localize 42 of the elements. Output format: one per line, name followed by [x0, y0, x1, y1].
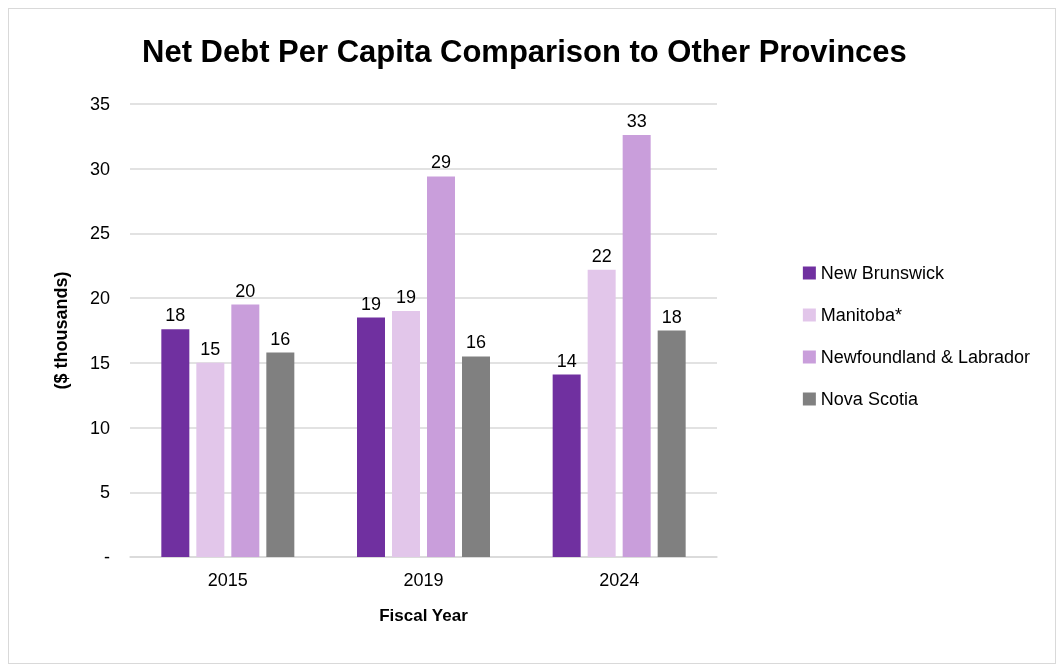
data-label: 20: [235, 280, 256, 301]
legend-label: Nova Scotia: [820, 389, 919, 409]
bar: [196, 362, 225, 557]
data-label: 19: [395, 287, 417, 308]
data-label: 22: [591, 245, 612, 266]
data-label: 29: [430, 152, 452, 173]
bar: [622, 135, 651, 557]
data-label: 33: [626, 111, 647, 132]
y-tick-label: -: [104, 547, 110, 567]
x-axis-title: Fiscal Year: [379, 606, 469, 625]
data-label: 19: [360, 293, 382, 314]
y-tick-label: 5: [99, 482, 110, 503]
bar: [392, 311, 420, 557]
data-label: 18: [661, 306, 682, 327]
bar: [161, 329, 190, 557]
y-tick-label: 10: [89, 417, 110, 438]
legend-label: Newfoundland & Labrador: [820, 347, 1031, 367]
legend-label: Manitoba*: [820, 305, 902, 325]
data-label: 14: [556, 350, 577, 371]
data-label: 16: [270, 328, 291, 349]
data-label: 16: [465, 332, 487, 353]
legend-label: New Brunswick: [820, 263, 945, 283]
bar: [357, 317, 385, 557]
y-tick-label: 30: [89, 158, 110, 179]
bar: [587, 269, 616, 557]
y-tick-label: 25: [89, 223, 110, 244]
x-tick-label: 2024: [599, 570, 640, 590]
bar: [657, 330, 686, 557]
y-tick-label: 35: [89, 94, 110, 114]
y-tick-label: 20: [89, 288, 110, 309]
bar: [266, 352, 295, 557]
bar: [427, 176, 455, 557]
bar: [462, 356, 490, 557]
bar: [231, 304, 260, 557]
chart-title: Net Debt Per Capita Comparison to Other Provinces: [142, 34, 907, 69]
bar: [552, 374, 581, 557]
data-label: 15: [200, 338, 221, 359]
x-tick-label: 2019: [403, 570, 444, 590]
y-tick-label: 15: [89, 352, 110, 373]
data-label: 18: [165, 305, 186, 326]
x-tick-label: 2015: [207, 570, 248, 590]
y-axis-title: ($ thousands): [51, 271, 71, 390]
